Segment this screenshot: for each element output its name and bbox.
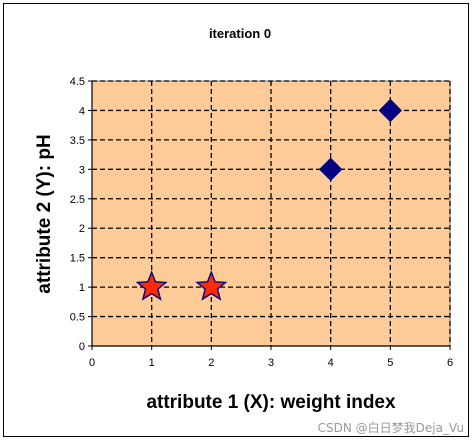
data-markers [135, 98, 403, 301]
y-tick-label: 2.5 [70, 194, 85, 206]
x-tick-label: 4 [328, 357, 334, 369]
tick-labels: 0 1 2 3 4 5 6 0 0.5 1 1.5 2 2.5 3 3.5 4 4.5 [70, 76, 453, 369]
x-tick-label: 2 [208, 357, 214, 369]
x-tick-label: 5 [387, 357, 393, 369]
diamond-marker [318, 157, 343, 182]
y-tick-label: 4.5 [70, 76, 85, 88]
x-tick-label: 0 [89, 357, 95, 369]
x-tick-label: 6 [447, 357, 453, 369]
y-tick-label: 3 [79, 164, 85, 176]
x-tick-label: 3 [268, 357, 274, 369]
x-tick-label: 1 [149, 357, 155, 369]
y-axis-title: attribute 2 (Y): pH [34, 134, 55, 293]
scatter-chart: iteration 0 0 1 2 3 4 5 600.511.522.533.544.5 … [34, 26, 464, 435]
star-marker [195, 270, 228, 301]
y-tick-label: 0.5 [70, 312, 85, 324]
diamond-marker [378, 98, 403, 123]
y-tick-label: 1 [79, 282, 85, 294]
grid-lines [92, 80, 451, 346]
chart-frame: iteration 0 0 1 2 3 4 5 6 0 0.5 1 1.5 2 2.5 3 3.5 4 4.5 … [3, 3, 469, 437]
chart-title: iteration 0 [209, 26, 271, 41]
x-axis-title: attribute 1 (X): weight index [146, 392, 396, 413]
y-tick-label: 1.5 [70, 253, 85, 265]
y-tick-label: 4 [79, 105, 85, 117]
y-tick-label: 2 [79, 223, 85, 235]
watermark-text: CSDN @白日梦我Deja_Vu [318, 420, 464, 435]
y-tick-label: 3.5 [70, 135, 85, 147]
axes [88, 80, 451, 350]
y-tick-label: 0 [79, 341, 85, 353]
star-marker [135, 270, 168, 301]
